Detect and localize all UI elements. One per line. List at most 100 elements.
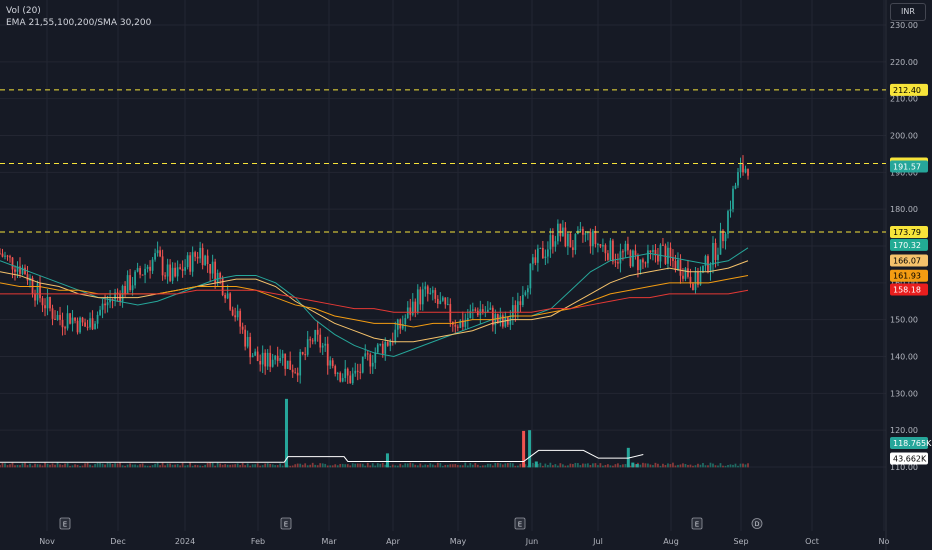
volume-bar [514, 465, 517, 468]
candle-body [499, 315, 502, 323]
candle-body [617, 262, 619, 264]
volume-bar [536, 463, 539, 468]
time-axis[interactable]: Nov Dec 2024 Feb Mar Apr May Jun Jul Aug Sep Oct No [39, 537, 889, 546]
volume-bar [199, 465, 202, 468]
volume-bar [276, 465, 279, 468]
volume-bar [376, 463, 379, 468]
volume-bar [331, 465, 334, 468]
y-tick-label: 230.00 [890, 21, 918, 30]
candle-body [189, 255, 191, 272]
price-tag-label: 166.07 [893, 256, 921, 265]
volume-bar [161, 462, 164, 468]
volume-legend[interactable]: Vol (20) [6, 6, 41, 16]
candle-body [744, 168, 747, 173]
earnings-marker[interactable]: E [280, 517, 292, 530]
y-tick-label: 110.00 [890, 463, 918, 472]
volume-bar [0, 465, 1, 468]
volume-bar [264, 463, 267, 468]
volume-bar [181, 462, 184, 468]
candle-body [401, 324, 404, 329]
candle-body [526, 288, 529, 293]
volume-bar [171, 464, 174, 468]
candle-body [266, 352, 269, 367]
volume-bar [494, 462, 497, 468]
volume-bar [391, 464, 394, 468]
x-tick-label: Mar [321, 537, 337, 546]
earnings-marker[interactable]: E [514, 517, 526, 530]
candle-body [149, 266, 151, 271]
volume-bar [722, 465, 724, 468]
volume-bar [289, 465, 292, 468]
ma-line[interactable] [0, 260, 749, 343]
candle-body [314, 329, 317, 342]
volume-bar [654, 462, 657, 468]
volume-bar [619, 465, 622, 468]
volume-bar [451, 464, 454, 468]
volume-bar [254, 464, 257, 468]
candle-body [609, 240, 612, 260]
candle-body [54, 318, 56, 320]
volume-bar [574, 462, 577, 468]
volume-bar [306, 465, 309, 468]
volume-bar [166, 463, 169, 468]
price-tag-label: 161.93 [893, 272, 921, 281]
volume-bar [474, 462, 477, 468]
candle-body [326, 343, 329, 366]
candle-body [569, 233, 572, 248]
volume-bar [206, 462, 209, 468]
candle-body [426, 286, 429, 294]
volume-bar [59, 464, 61, 468]
candle-body [224, 295, 227, 299]
dividend-marker[interactable]: D [751, 518, 763, 529]
candle-body [471, 309, 474, 311]
volume-bar [201, 465, 204, 468]
indicator-legend[interactable]: EMA 21,55,100,200/SMA 30,200 [6, 18, 152, 28]
candle-body [689, 276, 692, 284]
volume-bar [164, 465, 166, 468]
earnings-marker[interactable]: E [59, 517, 71, 530]
candle-body [61, 319, 64, 328]
volume-bar [549, 462, 552, 468]
volume-bar [214, 465, 217, 468]
volume-bar [649, 464, 652, 468]
volume-bar [234, 464, 237, 468]
price-tag-box [890, 160, 928, 173]
candle-body [136, 268, 139, 272]
volume-bar [436, 462, 439, 468]
volume-bar [642, 462, 644, 468]
ma-line[interactable] [0, 247, 749, 358]
ma-line[interactable] [0, 289, 749, 313]
currency-button[interactable]: INR [890, 3, 926, 21]
earnings-marker-label: E [284, 521, 288, 529]
volume-bar [459, 465, 462, 468]
volume-bar [129, 463, 131, 468]
candle-body [384, 342, 387, 354]
earnings-marker-box [59, 517, 71, 530]
volume-bar [604, 464, 607, 468]
candle-body [414, 301, 417, 312]
volume-bar [211, 462, 214, 468]
volume-bar [704, 465, 707, 468]
x-tick-label: Jul [592, 537, 603, 546]
volume-bar [121, 465, 124, 468]
candle-body [642, 259, 644, 263]
candle-body [99, 309, 101, 315]
volume-spike [284, 398, 288, 468]
candle-body [354, 370, 357, 374]
candle-body [489, 307, 492, 310]
candle-body [629, 250, 632, 267]
volume-bar [629, 465, 632, 468]
price-tag-box [890, 452, 928, 465]
candle-body [546, 249, 549, 257]
candle-body [301, 351, 304, 355]
price-axis[interactable]: 230.00 220.00 210.00 200.00 190.00 180.00 170.… [890, 21, 918, 472]
earnings-marker-box [280, 517, 292, 530]
candle-body [4, 255, 6, 257]
volume-spike [631, 462, 635, 468]
candle-body [724, 233, 727, 242]
volume-bar [579, 465, 582, 468]
candle-body [702, 265, 704, 273]
earnings-marker[interactable]: E [691, 517, 703, 530]
